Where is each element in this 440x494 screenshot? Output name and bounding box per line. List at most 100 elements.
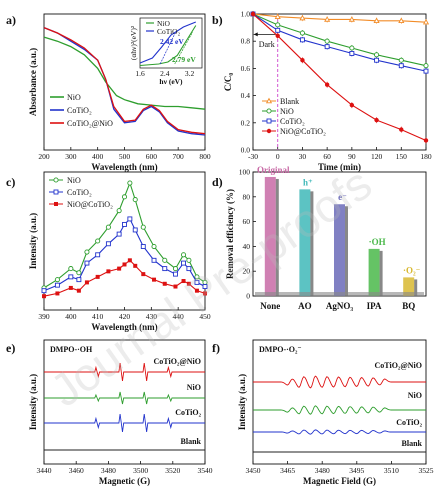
panel-f-letter: f)	[212, 341, 220, 355]
panel-c-point	[122, 221, 127, 227]
panel-e-series-line	[44, 391, 205, 405]
panel-b-point	[374, 57, 380, 63]
panel-c-legend-marker	[53, 177, 59, 183]
panel-b-point	[423, 68, 429, 74]
watermark: Journal Pre-proofs	[41, 157, 381, 417]
panel-d-bar-label: h⁺	[303, 177, 313, 187]
panel-b-ytick-label: 0.4	[241, 91, 251, 100]
panel-a-series-line	[43, 26, 206, 136]
panel-d-bar	[299, 189, 311, 296]
panel-d-bar-shadow	[275, 178, 279, 296]
panel-c-xtick-label: 390	[38, 312, 50, 321]
panel-c-point	[132, 227, 138, 233]
panel-c-legend-marker	[54, 202, 58, 206]
panel-a-inset: 1.6 2.4 3.2hν (eV) (αhν)²(eV)² NiOCoTiO₂2.42…	[129, 17, 203, 86]
panel-c-point	[127, 258, 132, 263]
panel-c-point	[132, 197, 138, 203]
panel-f-series-label: NiO	[408, 391, 422, 400]
panel-c-point	[42, 294, 46, 299]
panel-c-xtick-label: 430	[146, 312, 158, 321]
panel-a-inset-xtick-label: 2.4	[160, 69, 170, 78]
panel-b-legend-label: NiO@CoTiO₂	[280, 127, 326, 136]
panel-b-point	[423, 63, 429, 69]
panel-d-ytick-label: 80	[243, 192, 251, 201]
panel-d-bar-label: ·O₂⁻	[403, 265, 421, 275]
panel-b-series-line	[252, 13, 427, 72]
panel-a: 200 300 400 500 600 700 800 Wavelength (nm) Abso…	[6, 13, 211, 172]
panel-b-series-line	[252, 13, 427, 142]
panel-b-point	[299, 14, 306, 21]
panel-e-series-label: CoTiO₂	[175, 408, 201, 417]
panel-d-xtick-label: None	[260, 301, 280, 311]
panel-c-point	[105, 224, 111, 230]
panel-b-point	[250, 11, 256, 17]
panel-a-legend-label: CoTiO₂@NiO	[67, 119, 113, 128]
panel-c-point	[41, 288, 47, 294]
panel-d-ytick-label: 100	[239, 168, 251, 177]
panel-e-series-line	[44, 413, 205, 433]
panel-a-inset-tangent	[174, 31, 194, 65]
panel-c-point	[162, 281, 167, 286]
panel-f-xtick-label: 3495	[349, 466, 364, 475]
panel-c-point	[140, 244, 146, 249]
panel-d-bar-shadow	[414, 279, 418, 296]
panel-c-point	[203, 291, 207, 296]
panel-a-legend-label: CoTiO₂	[67, 106, 92, 115]
panel-b-point	[398, 57, 404, 63]
panel-c-point	[68, 285, 73, 290]
panel-c: 390 400 410 420 430 440 450 Wavelength (nm) Inte…	[6, 171, 211, 332]
panel-b-point	[299, 37, 305, 43]
panel-f-series-label: CoTiO₂@NiO	[375, 361, 422, 370]
panel-b-legend-label: NiO	[280, 107, 294, 116]
panel-c-point	[55, 291, 60, 296]
panel-b-ytick-label: 0.8	[241, 37, 251, 46]
panel-e-xtick-label: 3440	[37, 466, 52, 475]
panel-b-point	[423, 138, 429, 143]
panel-e-xtick-label: 3460	[69, 466, 84, 475]
panel-c-point	[127, 216, 133, 222]
panel-c-point	[95, 252, 101, 258]
panel-b-xtick-label: 90	[348, 152, 356, 161]
panel-b-ytick-label: 0.2	[241, 118, 251, 127]
panel-c-point	[202, 284, 208, 289]
panel-c-point	[181, 260, 186, 266]
panel-b-ytick-label: 0.6	[241, 64, 251, 73]
panel-b-legend-marker	[265, 97, 273, 104]
panel-b-point	[374, 52, 380, 58]
panel-c-point	[121, 194, 128, 200]
panel-b-legend-label: Blank	[280, 97, 299, 106]
panel-b-point	[349, 50, 355, 56]
panel-a-ylabel: Absorbance (a.u.)	[28, 48, 38, 116]
panel-b-point	[324, 82, 330, 87]
panel-e-xlabel: Magnetic (G)	[99, 476, 150, 486]
panel-d-ytick-label: 60	[243, 217, 251, 226]
panel-c-point	[186, 257, 192, 263]
panel-e-letter: e)	[6, 341, 15, 355]
panel-b-xtick-label: 30	[299, 152, 307, 161]
panel-c-point	[122, 262, 127, 267]
panel-d-bar-shadow	[310, 191, 314, 296]
panel-f-series-line	[253, 429, 426, 435]
panel-b-point	[275, 22, 281, 28]
panel-d-bar-label: Original	[257, 165, 290, 175]
panel-e-series-label: Blank	[181, 437, 202, 446]
panel-b-point	[373, 17, 380, 24]
panel-b-legend-marker	[266, 118, 272, 124]
panel-b-point	[324, 16, 331, 22]
panel-f-xtick-label: 3480	[315, 466, 330, 475]
panel-a-series-line	[43, 36, 206, 110]
panel-b-series-line	[252, 13, 427, 67]
panel-a-xtick-label: 500	[119, 152, 131, 161]
panel-b-point	[300, 58, 305, 63]
panel-e-title: DMPO-·OH	[50, 345, 93, 354]
panel-d-xtick-label: AO	[298, 301, 312, 311]
panel-b-point	[399, 127, 404, 132]
panel-e-xtick-label: 3540	[198, 466, 213, 475]
panel-a-inset-legend-label: NiO	[157, 19, 171, 28]
panel-d-xtick-label: BQ	[402, 301, 415, 311]
panel-d-xtick-label: IPA	[367, 301, 382, 311]
panel-b-ytick-label: 1.0	[241, 10, 251, 19]
panel-c-point	[180, 252, 187, 258]
panel-b-point	[398, 63, 404, 69]
panel-c-point	[127, 180, 133, 186]
